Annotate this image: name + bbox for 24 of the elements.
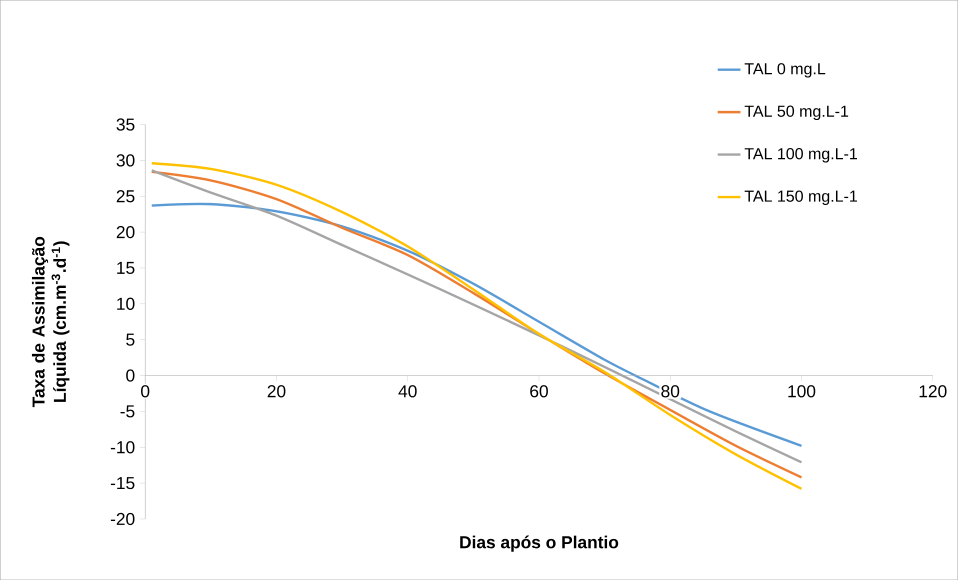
x-tick-label: 80 bbox=[661, 385, 680, 398]
x-tick-label: 40 bbox=[398, 385, 417, 398]
x-tick-label: 20 bbox=[268, 385, 286, 398]
x-axis-title: Dias após o Plantio bbox=[460, 535, 618, 552]
legend-label: TAL 0 mg.L bbox=[744, 62, 826, 78]
x-tick-label: 0 bbox=[141, 385, 150, 398]
y-tick-label: -15 bbox=[110, 476, 134, 490]
y-tick-label: -5 bbox=[120, 405, 134, 418]
y-tick-label: 0 bbox=[126, 369, 134, 382]
legend-label: TAL 50 mg.L-1 bbox=[744, 105, 848, 120]
y-tick-label: -10 bbox=[110, 441, 134, 454]
y-tick-label: 30 bbox=[116, 154, 134, 166]
y-tick-label: 20 bbox=[116, 226, 134, 238]
x-tick-label: 100 bbox=[788, 385, 816, 398]
y-tick-label: 10 bbox=[117, 298, 134, 310]
legend-label: TAL 100 mg.L-1 bbox=[744, 148, 857, 162]
y-tick-label: 25 bbox=[116, 190, 134, 202]
y-tick-label: -20 bbox=[110, 512, 134, 526]
x-tick-label: 120 bbox=[920, 385, 947, 398]
x-tick-label: 60 bbox=[530, 385, 548, 398]
y-tick-label: 5 bbox=[126, 334, 134, 346]
y-tick-label: 15 bbox=[117, 262, 134, 274]
legend-label: TAL 150 mg.L-1 bbox=[744, 190, 857, 205]
y-tick-label: 35 bbox=[116, 118, 134, 131]
